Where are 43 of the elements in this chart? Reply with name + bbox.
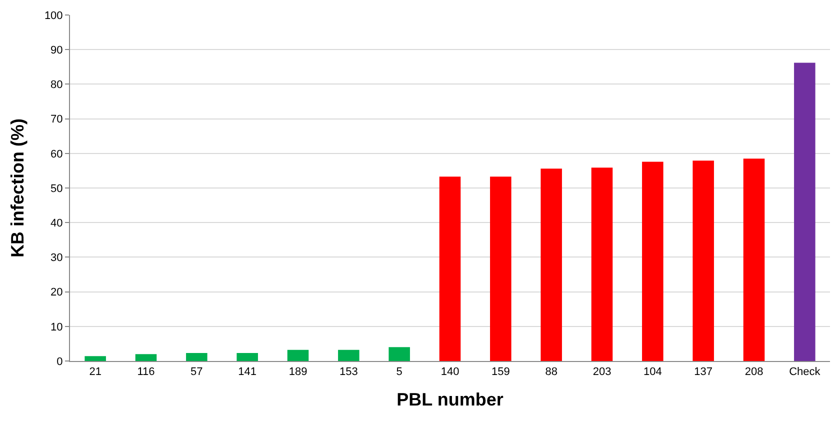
bar (287, 350, 309, 361)
x-tick-label: 141 (238, 366, 257, 378)
y-tick-label: 50 (50, 182, 63, 195)
bar (743, 158, 765, 361)
bar (388, 347, 410, 361)
x-tick-label: 140 (440, 366, 460, 378)
bar (490, 176, 512, 361)
bar (591, 168, 613, 361)
x-tick-label: Check (789, 366, 821, 378)
bar (439, 176, 461, 361)
x-tick-label: 104 (643, 366, 662, 378)
bar (186, 353, 208, 361)
x-tick-label: 137 (694, 366, 713, 378)
x-tick-label: 208 (744, 366, 764, 378)
x-tick-label: 116 (137, 366, 155, 378)
x-tick-label: 88 (545, 366, 558, 378)
y-tick-label: 100 (44, 10, 63, 22)
y-tick-label: 0 (56, 356, 63, 368)
bar (236, 353, 258, 361)
bar (84, 356, 106, 361)
x-tick-label: 159 (491, 366, 510, 378)
y-tick-label: 10 (50, 321, 63, 334)
y-tick-label: 40 (50, 217, 63, 230)
x-tick-label: 5 (396, 366, 402, 378)
bar (338, 350, 360, 361)
y-tick-label: 30 (50, 252, 63, 264)
y-tick-label: 70 (50, 114, 63, 126)
x-tick-label: 189 (288, 366, 308, 378)
y-tick-label: 60 (50, 148, 63, 160)
y-axis-title: KB infection (%) (8, 118, 28, 258)
bar (794, 62, 816, 361)
x-axis-title: PBL number (396, 389, 504, 410)
x-tick-label: 153 (339, 366, 358, 378)
bar (540, 168, 562, 361)
bar (692, 160, 714, 361)
bar (135, 354, 157, 361)
bar (642, 162, 664, 361)
y-tick-label: 20 (50, 286, 63, 299)
y-tick-label: 80 (50, 79, 63, 92)
x-tick-label: 21 (89, 366, 102, 378)
x-tick-label: 203 (592, 366, 612, 378)
x-tick-label: 57 (190, 366, 203, 378)
y-tick-label: 90 (50, 44, 63, 56)
